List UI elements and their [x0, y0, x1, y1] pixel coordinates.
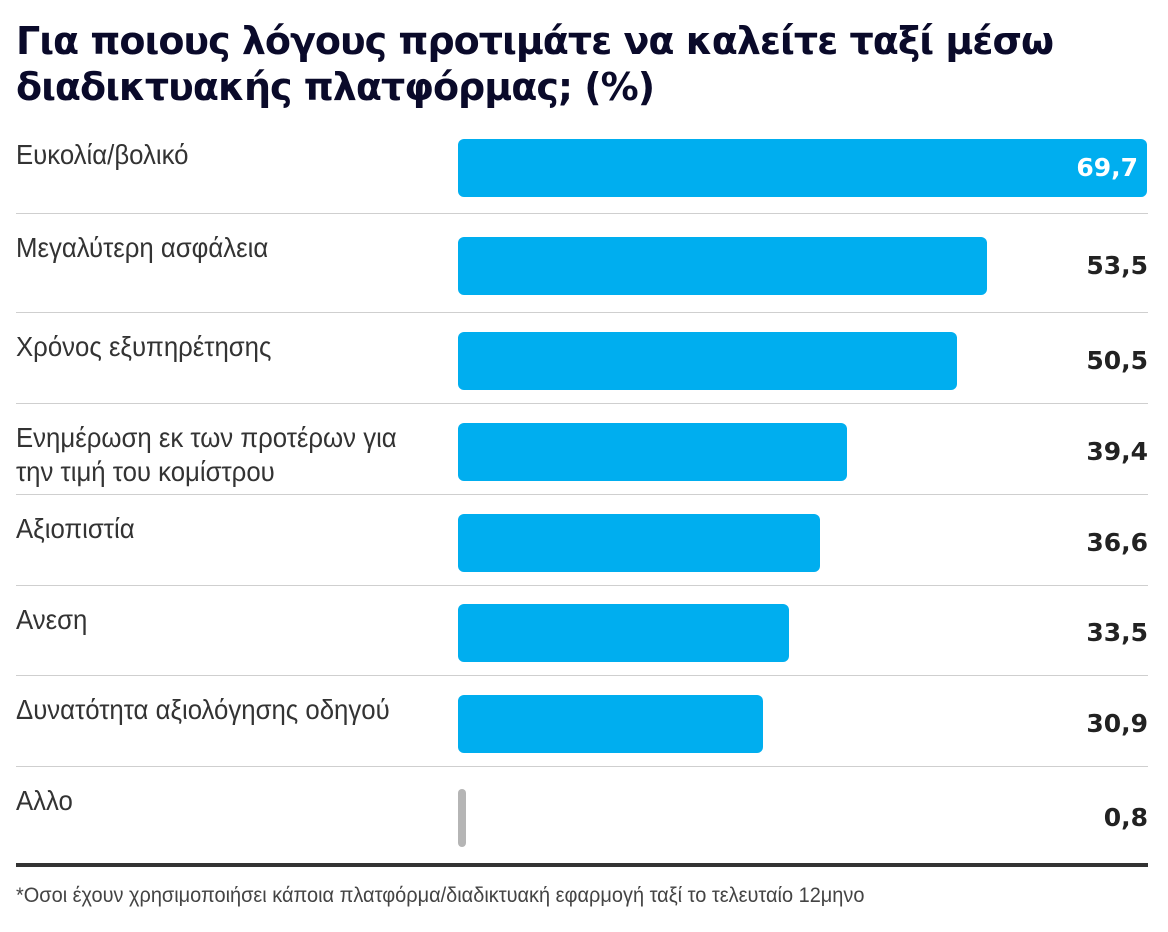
bar-row: Ενημέρωση εκ των προτέρων για την τιμή τ…	[16, 403, 1148, 494]
value-label: 53,5	[1086, 250, 1148, 280]
value-label: 30,9	[1086, 708, 1148, 738]
footnote: *Οσοι έχουν χρησιμοποιήσει κάποια πλατφό…	[16, 884, 865, 907]
category-label: Χρόνος εξυπηρέτησης	[16, 331, 272, 362]
category-label: Αξιοπιστία	[16, 513, 135, 544]
value-label: 50,5	[1086, 345, 1148, 375]
value-label: 0,8	[1103, 802, 1148, 832]
row-separator	[16, 213, 1148, 214]
row-separator	[16, 403, 1148, 404]
value-label: 69,7	[1076, 153, 1138, 182]
row-separator	[16, 766, 1148, 767]
category-label: Μεγαλύτερη ασφάλεια	[16, 232, 269, 263]
bar	[458, 604, 790, 662]
bar	[458, 236, 987, 295]
row-separator	[16, 585, 1148, 586]
row-separator	[16, 494, 1148, 495]
bar-row: Αξιοπιστία 36,6	[16, 494, 1148, 585]
category-label: Ενημέρωση εκ των προτέρων για την τιμή τ…	[16, 422, 397, 487]
row-separator	[16, 675, 1148, 676]
bar-row: Μεγαλύτερη ασφάλεια 53,5	[16, 213, 1148, 312]
baseline-divider	[16, 863, 1148, 867]
bar-row: Ευκολία/βολικό 69,7	[16, 132, 1148, 213]
bar-row: Ανεση 33,5	[16, 585, 1148, 675]
value-label: 36,6	[1086, 527, 1148, 557]
bar-row: Δυνατότητα αξιολόγησης οδηγού 30,9	[16, 675, 1148, 766]
category-label: Αλλο	[16, 785, 73, 816]
category-label: Δυνατότητα αξιολόγησης οδηγού	[16, 694, 390, 725]
value-label: 39,4	[1086, 436, 1148, 466]
bar	[458, 331, 958, 390]
bar	[458, 422, 848, 481]
bar	[458, 139, 1147, 197]
bar-row: Αλλο 0,8	[16, 766, 1148, 863]
bar-row: Χρόνος εξυπηρέτησης 50,5	[16, 312, 1148, 403]
bar	[458, 513, 820, 572]
chart-title: Για ποιους λόγους προτιμάτε να καλείτε τ…	[16, 19, 1054, 109]
value-label: 33,5	[1086, 618, 1148, 647]
row-separator	[16, 312, 1148, 313]
category-label: Ευκολία/βολικό	[16, 139, 189, 170]
bar	[458, 788, 466, 847]
bar	[458, 694, 764, 753]
category-label: Ανεση	[16, 604, 88, 635]
